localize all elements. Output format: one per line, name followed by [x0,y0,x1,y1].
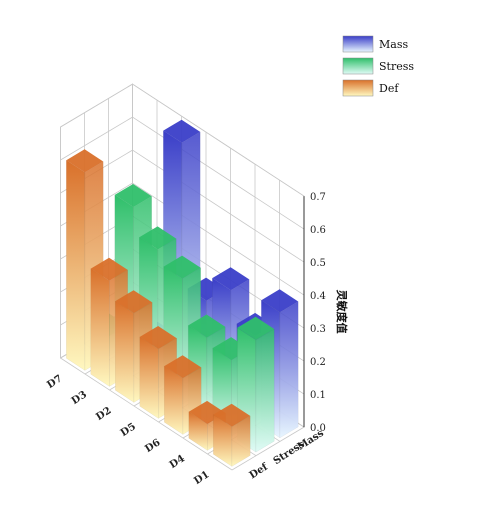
category-label: D3 [70,389,89,407]
z-tick-label: 0.2 [310,357,326,368]
z-tick-label: 0.4 [310,291,326,302]
legend-item-stress: Stress [342,57,414,75]
z-axis: 0.0 0.1 0.2 0.3 0.4 0.5 0.6 0.7 [303,192,326,434]
legend-label: Stress [379,60,414,73]
legend-swatch [342,35,374,53]
floor-line [60,357,233,471]
z-tick-label: 0.6 [310,225,326,236]
bars [66,119,299,467]
z-tick-label: 0.7 [310,192,326,203]
category-label: D7 [45,373,64,391]
legend-swatch [342,79,374,97]
legend: Mass Stress Def [342,35,414,97]
grid-line [60,116,305,230]
z-axis-title: 灵敏度值 [335,290,349,334]
category-label: D6 [143,437,162,455]
category-label: D5 [119,421,138,439]
series-axis-label: Def [248,461,271,481]
z-tick-label: 0.1 [310,390,326,401]
floor-line [231,426,305,471]
category-label: D2 [94,405,113,423]
legend-item-mass: Mass [342,35,408,53]
grid-line [60,83,305,197]
category-label: D4 [168,453,187,471]
legend-label: Def [379,82,399,95]
bar-def-d1 [213,403,251,467]
legend-swatch [342,57,374,75]
legend-label: Mass [379,38,408,51]
category-label: D1 [192,469,211,487]
z-tick-label: 0.0 [310,423,326,434]
z-tick-label: 0.5 [310,258,326,269]
legend-item-def: Def [342,79,399,97]
z-tick-label: 0.3 [310,324,326,335]
